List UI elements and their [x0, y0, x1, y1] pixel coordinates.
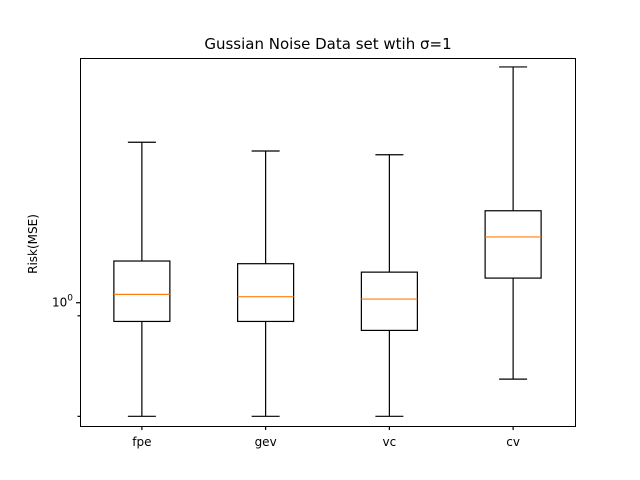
x-tick-label-gev: gev	[255, 435, 277, 449]
y-tick-label: 100	[52, 294, 73, 310]
y-axis-label: Risk(MSE)	[26, 214, 40, 274]
box-cv	[484, 210, 542, 279]
x-tick-label-vc: vc	[383, 435, 397, 449]
chart-title: Gussian Noise Data set wtih σ=1	[204, 35, 451, 53]
box-vc	[360, 271, 418, 332]
box-fpe	[113, 260, 171, 323]
x-tick-label-fpe: fpe	[132, 435, 151, 449]
box-gev	[237, 263, 295, 323]
plot-frame	[80, 58, 576, 427]
plot-marks: fpe gev vc cv 100	[52, 66, 542, 449]
x-tick-label-cv: cv	[506, 435, 520, 449]
